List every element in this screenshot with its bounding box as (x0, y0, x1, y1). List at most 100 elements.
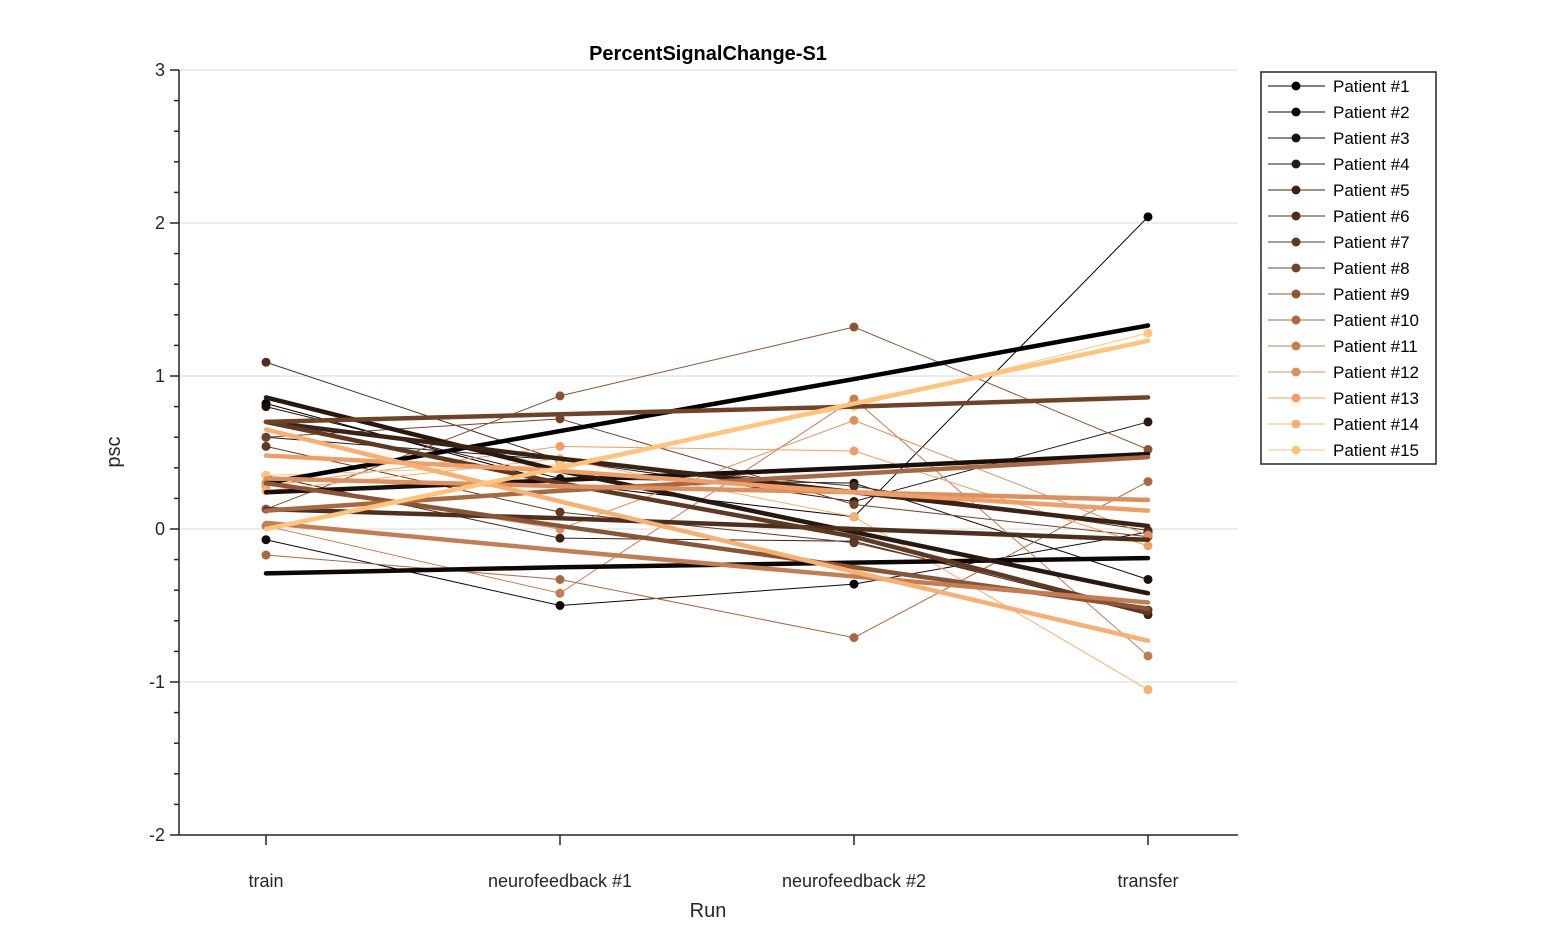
data-point (849, 322, 859, 332)
legend-label: Patient #12 (1333, 363, 1419, 382)
data-point (1143, 574, 1153, 584)
legend-label: Patient #4 (1333, 155, 1410, 174)
legend-label: Patient #11 (1333, 337, 1418, 356)
data-point (555, 574, 565, 584)
legend-item: Patient #13 (1268, 389, 1419, 408)
legend-label: Patient #15 (1333, 441, 1419, 460)
legend-label: Patient #6 (1333, 207, 1410, 226)
data-point (1143, 212, 1153, 222)
trend-line (263, 338, 1151, 532)
legend-marker (1291, 237, 1301, 247)
data-point (1143, 444, 1153, 454)
data-point (555, 414, 565, 424)
series-line (265, 418, 1149, 538)
trend-line (263, 506, 1151, 542)
legend-label: Patient #2 (1333, 103, 1410, 122)
legend-item: Patient #10 (1268, 311, 1419, 330)
legend-box (1260, 71, 1437, 465)
y-tick-label: 2 (155, 213, 165, 233)
legend-marker (1291, 445, 1301, 455)
data-point (849, 500, 859, 510)
trend-line (263, 395, 1151, 596)
legend-item: Patient #8 (1268, 259, 1410, 278)
trend-line (263, 395, 1151, 425)
data-point (849, 512, 859, 522)
data-point (1143, 685, 1153, 695)
x-tick-label: train (248, 871, 283, 891)
trend-line (263, 419, 1151, 616)
data-point (1143, 328, 1153, 338)
series-line (265, 474, 1149, 616)
data-point (849, 481, 859, 491)
data-point (555, 533, 565, 543)
data-point (1143, 417, 1153, 427)
legend-label: Patient #13 (1333, 389, 1419, 408)
data-point (261, 357, 271, 367)
data-point (555, 601, 565, 610)
legend-label: Patient #14 (1333, 415, 1419, 434)
data-point (555, 391, 565, 401)
chart-title: PercentSignalChange-S1 (589, 43, 827, 65)
data-point (849, 538, 859, 548)
data-point (849, 633, 859, 643)
legend-marker (1291, 289, 1301, 299)
legend-item: Patient #11 (1268, 337, 1418, 356)
x-tick-label: neurofeedback #2 (782, 871, 926, 891)
legend-marker (1291, 393, 1301, 403)
trend-line (263, 427, 1151, 643)
y-ticks: -2 -1 0 1 2 3 (149, 60, 179, 845)
data-point (1143, 530, 1153, 540)
legend-label: Patient #8 (1333, 259, 1410, 278)
grid-lines (179, 69, 1238, 683)
x-tick-label: transfer (1117, 871, 1178, 891)
y-tick-label: 0 (155, 519, 165, 539)
trend-line (263, 476, 1151, 503)
legend-item: Patient #3 (1268, 129, 1410, 148)
legend-label: Patient #7 (1333, 233, 1410, 252)
data-point (1143, 541, 1153, 551)
legend-marker (1291, 263, 1301, 273)
y-tick-label: -2 (149, 825, 165, 845)
data-point (261, 402, 271, 412)
legend-item: Patient #9 (1268, 285, 1410, 304)
data-point (555, 441, 565, 451)
legend-marker (1291, 315, 1301, 325)
legend-item: Patient #5 (1268, 181, 1410, 200)
plot-area (179, 70, 1238, 835)
legend-item: Patient #14 (1268, 415, 1419, 434)
legend-label: Patient #10 (1333, 311, 1419, 330)
y-axis-label: psc (103, 436, 125, 467)
data-point (261, 535, 271, 545)
y-tick-label: 1 (155, 366, 165, 386)
legend-marker (1291, 159, 1301, 169)
data-point (849, 579, 859, 589)
y-tick-label: 3 (155, 60, 165, 80)
legend: Patient #1 Patient #2 Patient #3 Patient #4… (1260, 71, 1437, 465)
legend-item: Patient #7 (1268, 233, 1410, 252)
legend-marker (1291, 107, 1301, 117)
legend-item: Patient #1 (1268, 77, 1410, 96)
legend-marker (1291, 133, 1301, 143)
legend-marker (1291, 185, 1301, 195)
legend-item: Patient #12 (1268, 363, 1419, 382)
legend-label: Patient #5 (1333, 181, 1410, 200)
x-ticks: train neurofeedback #1 neurofeedback #2 tra… (248, 835, 1179, 891)
legend-label: Patient #1 (1333, 77, 1410, 96)
data-point (555, 507, 565, 517)
data-point (849, 415, 859, 425)
series-line (265, 398, 1149, 657)
data-point (261, 441, 271, 451)
trend-line (263, 419, 1151, 529)
trend-line (263, 323, 1151, 486)
series-group (261, 212, 1153, 695)
legend-item: Patient #15 (1268, 441, 1419, 460)
x-axis-label: Run (690, 900, 727, 922)
data-point (1143, 477, 1153, 487)
trend-line (263, 520, 1151, 605)
series-line (265, 531, 1149, 607)
legend-marker (1291, 211, 1301, 221)
y-tick-label: -1 (149, 672, 165, 692)
legend-marker (1291, 367, 1301, 377)
legend-item: Patient #2 (1268, 103, 1410, 122)
data-point (261, 550, 271, 560)
